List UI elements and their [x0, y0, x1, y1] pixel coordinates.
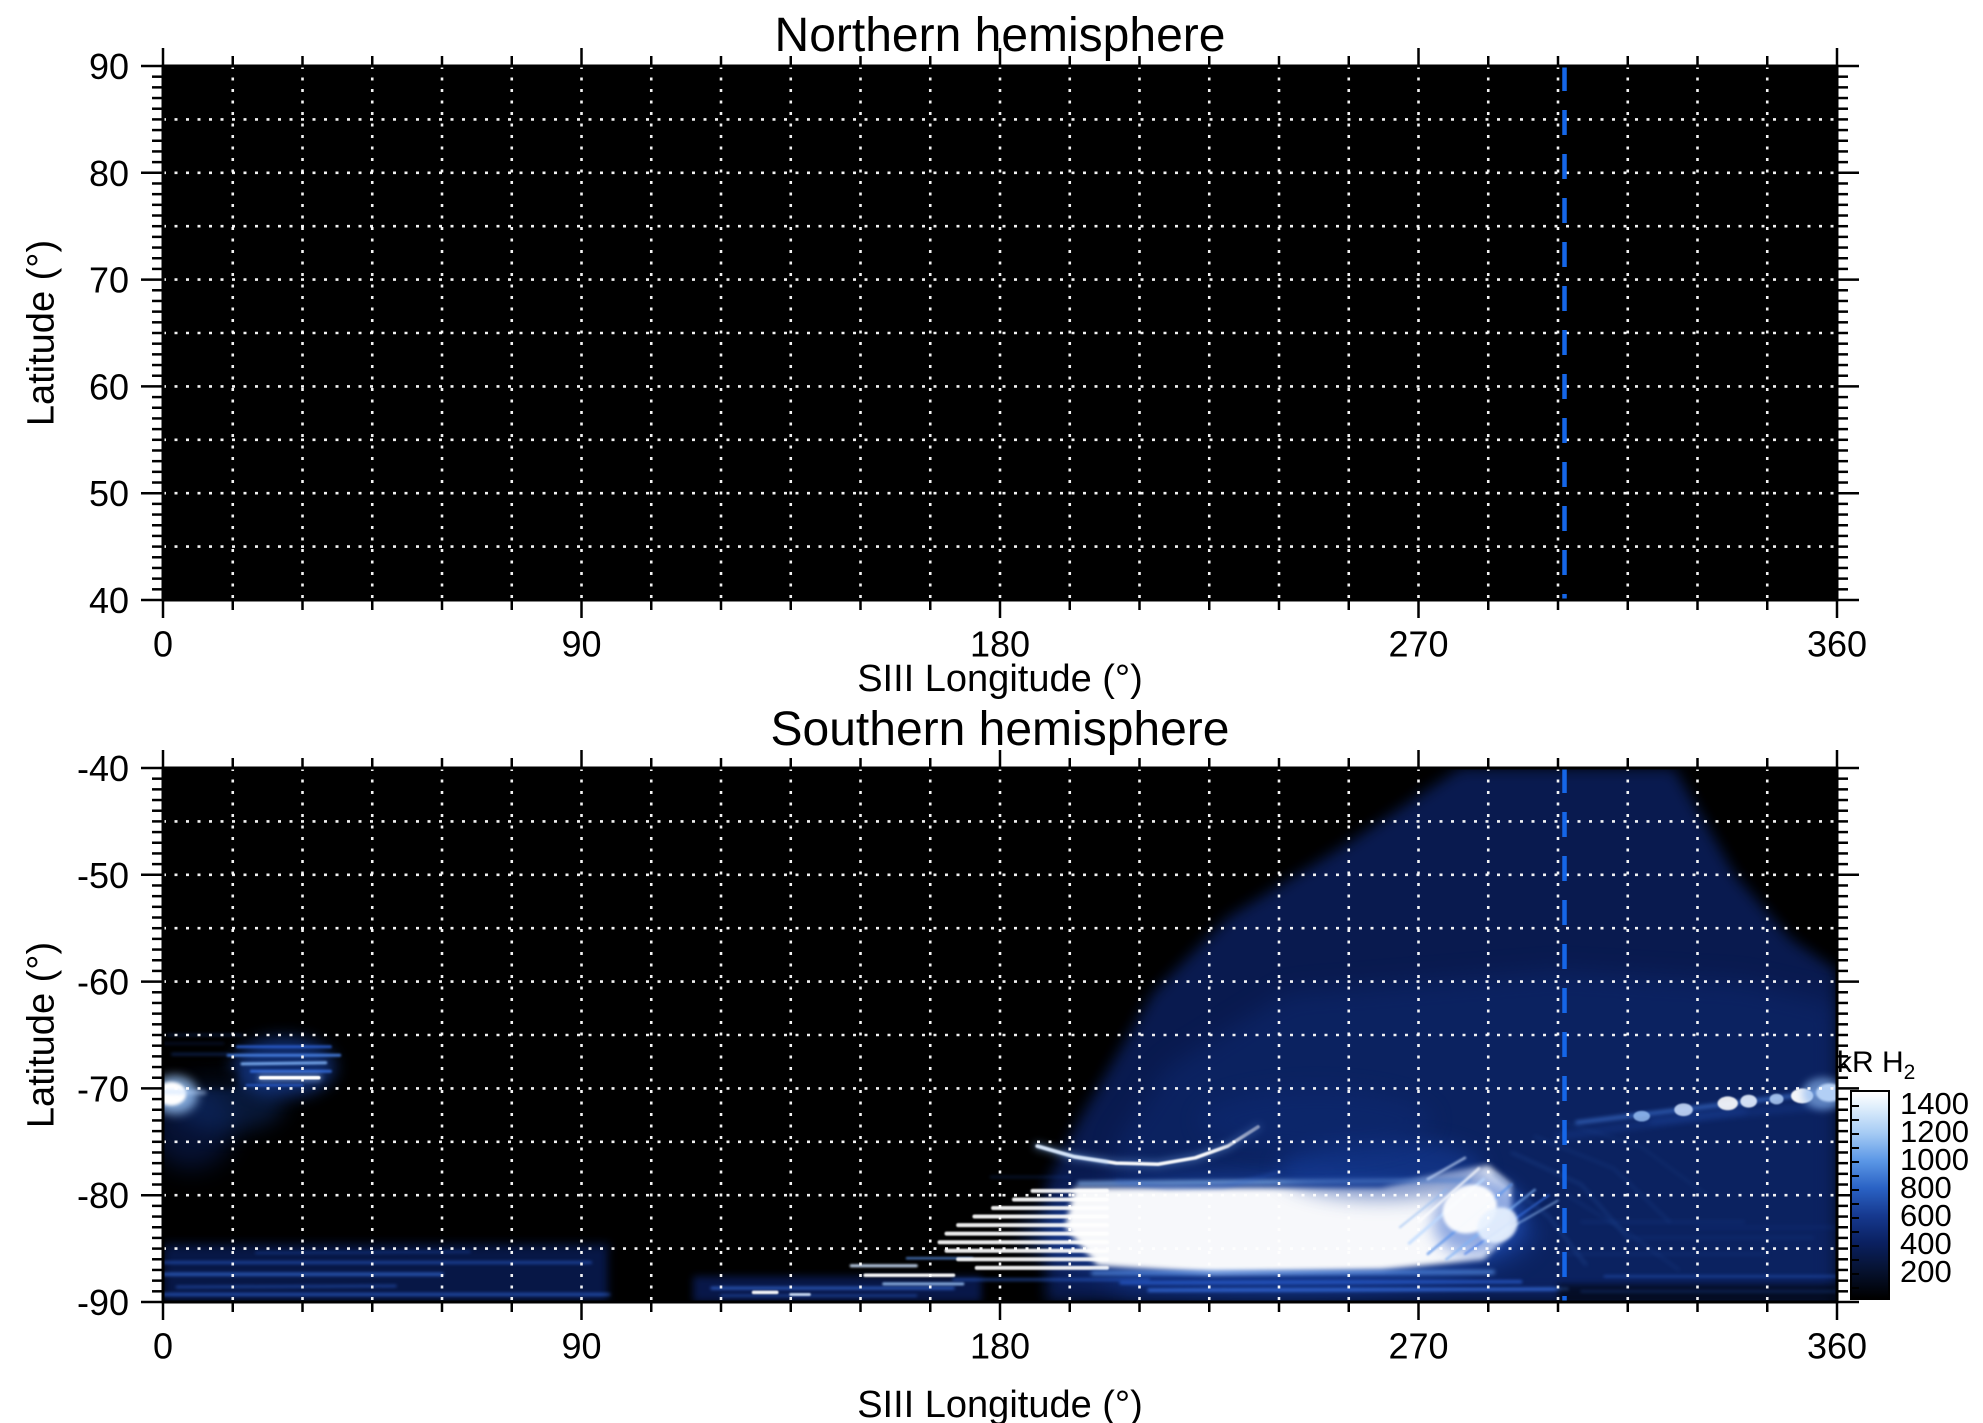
colorbar-label: kR H2 — [1837, 1046, 1916, 1084]
colorbar-tick-label: 200 — [1900, 1254, 1952, 1289]
colorbar-minor-tick — [1852, 1259, 1859, 1261]
y-tick-label: -70 — [77, 1068, 129, 1109]
tick-labels: 0 90 180 270 360 90 80 70 60 50 40 — [89, 46, 1867, 664]
x-tick-label: 180 — [970, 623, 1030, 664]
colorbar-minor-tick — [1852, 1105, 1859, 1107]
ticks-layer — [141, 750, 1859, 1320]
y-tick-label: -60 — [77, 962, 129, 1003]
colorbar-minor-tick — [1852, 1161, 1859, 1163]
colorbar — [1850, 1090, 1890, 1300]
colorbar-minor-tick — [1852, 1203, 1859, 1205]
x-tick-label: 270 — [1388, 1325, 1448, 1366]
colorbar-minor-tick — [1852, 1119, 1859, 1121]
x-tick-label: 360 — [1807, 1325, 1867, 1366]
colorbar-minor-tick — [1852, 1147, 1859, 1149]
colorbar-minor-tick — [1852, 1245, 1859, 1247]
y-axis-label-southern: Latitude (°) — [20, 941, 63, 1129]
grid-layer — [163, 66, 1837, 600]
x-tick-label: 90 — [561, 623, 601, 664]
tick-labels: 0 90 180 270 360 -40 -50 -60 -70 -80 -90 — [77, 748, 1867, 1366]
y-axis-label-northern: Latitude (°) — [20, 239, 63, 427]
x-tick-label: 270 — [1388, 623, 1448, 664]
colorbar-minor-tick — [1852, 1231, 1859, 1233]
colorbar-minor-tick — [1852, 1133, 1859, 1135]
x-tick-label: 90 — [561, 1325, 601, 1366]
colorbar-tick-labels: 1400 1200 1000 800 600 400 200 — [1900, 1086, 1983, 1300]
colorbar-minor-tick — [1852, 1189, 1859, 1191]
colorbar-tick-label: 1000 — [1900, 1142, 1969, 1177]
colorbar-tick-label: 400 — [1900, 1226, 1952, 1261]
colorbar-tick-label: 600 — [1900, 1198, 1952, 1233]
y-tick-label: 90 — [89, 46, 129, 87]
y-tick-label: -80 — [77, 1175, 129, 1216]
emission-layer — [163, 768, 1837, 1302]
x-axis-label-northern: SIII Longitude (°) — [857, 658, 1143, 700]
ticks-layer — [141, 48, 1859, 618]
colorbar-minor-tick — [1852, 1217, 1859, 1219]
colorbar-tick-label: 1400 — [1900, 1086, 1969, 1121]
colorbar-minor-tick — [1852, 1175, 1859, 1177]
y-tick-label: 40 — [89, 580, 129, 621]
colorbar-minor-tick — [1852, 1287, 1859, 1289]
panel-title-southern: Southern hemisphere — [770, 703, 1230, 756]
x-tick-label: 0 — [153, 1325, 173, 1366]
y-tick-label: -90 — [77, 1282, 129, 1323]
y-tick-label: 60 — [89, 366, 129, 407]
y-tick-label: 80 — [89, 153, 129, 194]
x-tick-label: 360 — [1807, 623, 1867, 664]
panel-southern-plot: 0 90 180 270 360 -40 -50 -60 -70 -80 -90 — [77, 748, 1867, 1366]
y-tick-label: -40 — [77, 748, 129, 789]
panel-northern-plot: 0 90 180 270 360 90 80 70 60 50 40 — [89, 46, 1867, 664]
x-tick-label: 0 — [153, 623, 173, 664]
colorbar-tick-label: 1200 — [1900, 1114, 1969, 1149]
colorbar-minor-tick — [1852, 1273, 1859, 1275]
y-tick-label: 70 — [89, 260, 129, 301]
colorbar-tick-label: 800 — [1900, 1170, 1952, 1205]
x-tick-label: 180 — [970, 1325, 1030, 1366]
y-tick-label: -50 — [77, 855, 129, 896]
x-axis-label-southern: SIII Longitude (°) — [857, 1384, 1143, 1423]
colorbar-gradient — [1852, 1092, 1888, 1298]
grid-layer — [163, 768, 1837, 1302]
y-tick-label: 50 — [89, 473, 129, 514]
